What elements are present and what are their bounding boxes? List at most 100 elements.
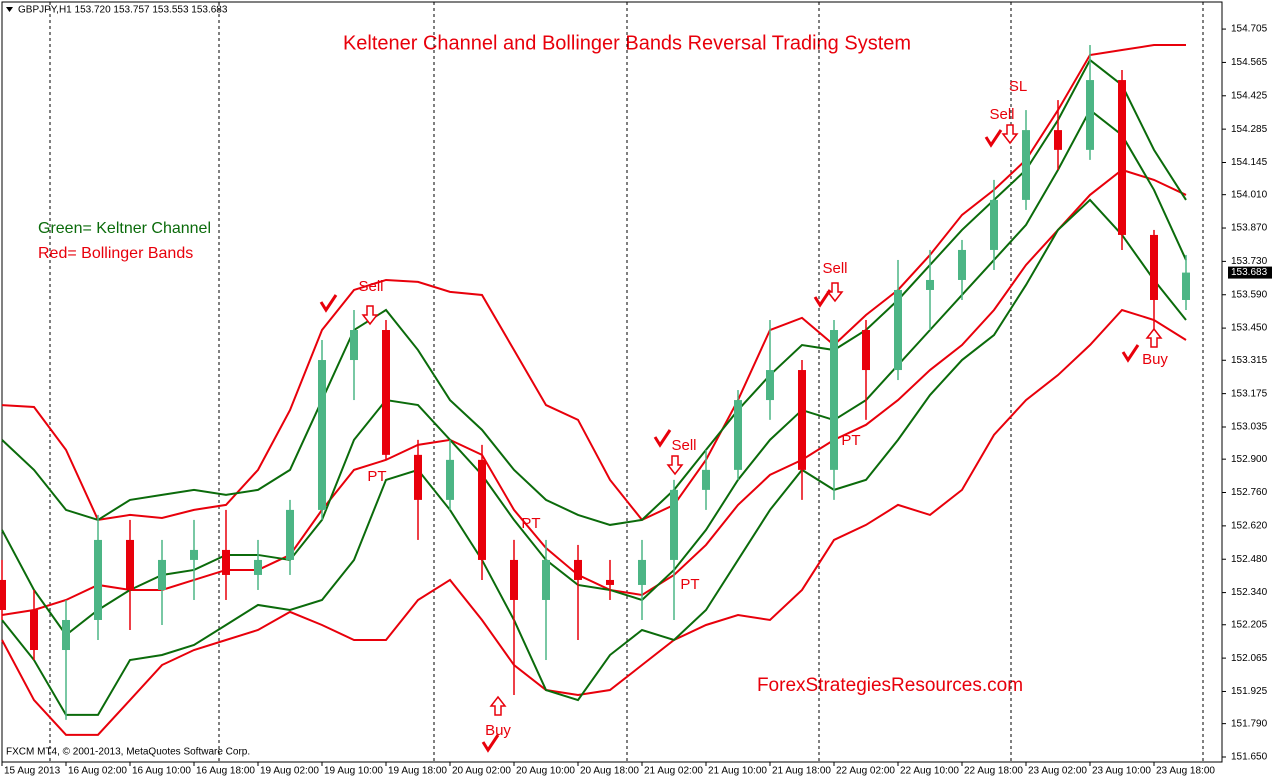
signal-arrow [666,455,684,476]
symbol-header: GBPJPY,H1 153.720 153.757 153.553 153.68… [18,5,228,16]
y-tick-label: 151.650 [1231,752,1268,763]
signal-arrow [1145,327,1163,348]
candle-body [62,619,70,651]
price-box [1228,266,1272,279]
y-tick-label: 152.340 [1231,587,1268,598]
x-tick-label: 22 Aug 18:00 [964,766,1023,777]
candle-body [30,609,38,651]
band-line [1,308,1187,736]
candle-body [1118,80,1126,235]
x-tick-label: 15 Aug 2013 [4,766,61,777]
candle-body [1054,130,1062,150]
annotation: Buy [485,722,511,739]
y-tick-label: 154.705 [1231,24,1268,35]
candle-body [638,559,646,585]
x-tick-label: 16 Aug 10:00 [132,766,191,777]
candle-body [318,360,326,510]
band-line [1,198,1187,716]
x-tick-label: 23 Aug 18:00 [1156,766,1215,777]
candle-body [510,559,518,600]
y-tick-label: 153.175 [1231,388,1268,399]
y-tick-label: 152.065 [1231,653,1268,664]
candle-body [286,509,294,560]
x-tick-label: 19 Aug 10:00 [324,766,383,777]
x-tick-label: 21 Aug 18:00 [772,766,831,777]
y-tick-label: 152.205 [1231,619,1268,630]
y-tick-label: 153.450 [1231,323,1268,334]
band-line [1,44,1186,522]
check-mark [653,429,672,448]
candle-body [702,469,710,490]
y-tick-label: 152.620 [1231,521,1268,532]
candle-body [0,579,6,610]
annotation: PT [367,468,386,485]
copyright: FXCM MT4, © 2001-2013, MetaQuotes Softwa… [6,747,250,758]
y-tick-label: 154.425 [1231,90,1268,101]
signal-arrow [361,305,379,326]
signal-arrow [489,695,507,716]
x-tick-label: 20 Aug 18:00 [580,766,639,777]
y-tick-label: 154.285 [1231,124,1268,135]
watermark: ForexStrategiesResources.com [757,675,1023,696]
y-tick-label: 153.315 [1231,355,1268,366]
candle-body [126,539,134,590]
x-tick-label: 19 Aug 18:00 [388,766,447,777]
annotation: PT [521,515,540,532]
signal-arrow [1001,124,1019,145]
band-line [1,168,1187,616]
plot-frame [1,1,1223,763]
candle-body [542,559,550,600]
candle-body [1086,80,1094,150]
x-tick-label: 20 Aug 10:00 [516,766,575,777]
x-tick-label: 23 Aug 10:00 [1092,766,1151,777]
x-tick-label: 16 Aug 18:00 [196,766,255,777]
candle-body [958,249,966,280]
candle-body [574,559,582,580]
y-tick-label: 151.925 [1231,686,1268,697]
candle-body [1182,272,1190,300]
candle-body [446,459,454,500]
legend-note: Green= Keltner Channel [38,220,211,237]
x-tick-label: 23 Aug 02:00 [1028,766,1087,777]
candle-body [894,289,902,371]
y-tick-label: 152.480 [1231,554,1268,565]
candle-body [862,330,870,371]
check-mark [1121,344,1140,363]
annotation: Sell [671,437,696,454]
annotation: Sell [989,106,1014,123]
y-tick-label: 154.010 [1231,189,1268,200]
signal-arrow [826,282,844,303]
x-tick-label: 21 Aug 02:00 [644,766,703,777]
candle-body [414,454,422,500]
candle-body [1022,130,1030,200]
candle-body [798,370,806,470]
check-mark [813,289,832,308]
band-line [1,58,1187,526]
candle-body [926,279,934,290]
y-tick-label: 152.900 [1231,454,1268,465]
candle-body [382,330,390,455]
candle-body [158,559,166,590]
x-tick-label: 19 Aug 02:00 [260,766,319,777]
candle-body [734,400,742,470]
candle-body [478,459,486,560]
annotation: Sell [822,260,847,277]
x-tick-label: 22 Aug 10:00 [900,766,959,777]
candle-body [350,330,358,361]
candle-body [830,330,838,470]
header-icon [6,7,13,12]
candle-body [94,539,102,620]
candle-body [222,549,230,575]
check-mark [984,129,1003,148]
annotation: PT [680,576,699,593]
candle-body [254,559,262,575]
annotation: PT [841,432,860,449]
candle-body [766,370,774,401]
chart-title: Keltener Channel and Bollinger Bands Rev… [343,32,911,54]
x-tick-label: 20 Aug 02:00 [452,766,511,777]
y-tick-label: 153.590 [1231,289,1268,300]
candle-body [1150,234,1158,300]
